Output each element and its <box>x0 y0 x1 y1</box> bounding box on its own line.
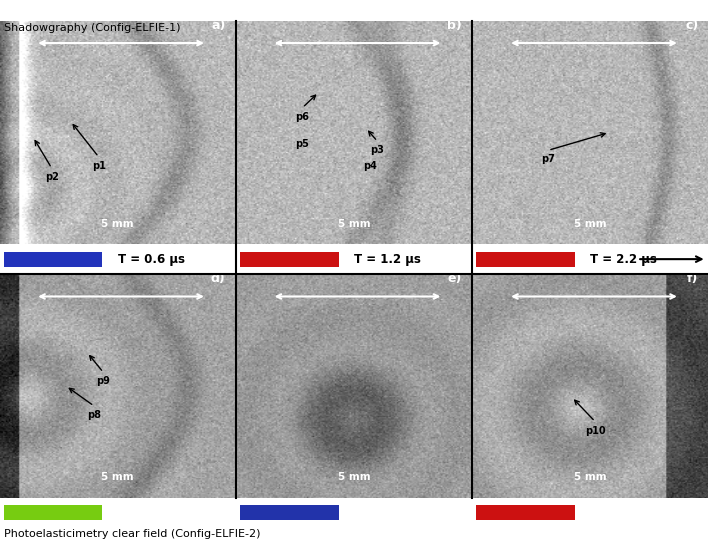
Text: p2: p2 <box>45 172 59 182</box>
Text: 5 mm: 5 mm <box>101 472 134 482</box>
Text: f): f) <box>687 272 699 286</box>
Text: T = 2.2 µs: T = 2.2 µs <box>590 253 657 265</box>
Text: 5 mm: 5 mm <box>338 472 370 482</box>
Text: p6: p6 <box>295 112 309 122</box>
Text: e): e) <box>447 272 462 286</box>
Text: p4: p4 <box>363 161 377 171</box>
Text: b): b) <box>447 19 462 32</box>
Text: T = 0.6 µs: T = 0.6 µs <box>118 253 185 265</box>
Text: 5 mm: 5 mm <box>574 472 607 482</box>
Text: 5 mm: 5 mm <box>338 219 370 228</box>
Text: 5 mm: 5 mm <box>574 219 607 228</box>
Text: Photoelasticimetry clear field (Config-ELFIE-2): Photoelasticimetry clear field (Config-E… <box>4 529 260 538</box>
Text: a): a) <box>211 19 226 32</box>
Text: 5 mm: 5 mm <box>101 219 134 228</box>
Text: p7: p7 <box>541 154 555 164</box>
Text: p5: p5 <box>295 138 309 149</box>
Text: p1: p1 <box>92 161 105 171</box>
Text: p8: p8 <box>87 410 101 420</box>
Text: p9: p9 <box>96 377 110 386</box>
Text: Shadowgraphy (Config-ELFIE-1): Shadowgraphy (Config-ELFIE-1) <box>4 23 180 33</box>
Text: d): d) <box>211 272 226 286</box>
Text: T = 1.2 µs: T = 1.2 µs <box>354 253 421 265</box>
Text: p10: p10 <box>585 426 605 435</box>
Text: c): c) <box>685 19 699 32</box>
Text: p3: p3 <box>370 146 384 155</box>
